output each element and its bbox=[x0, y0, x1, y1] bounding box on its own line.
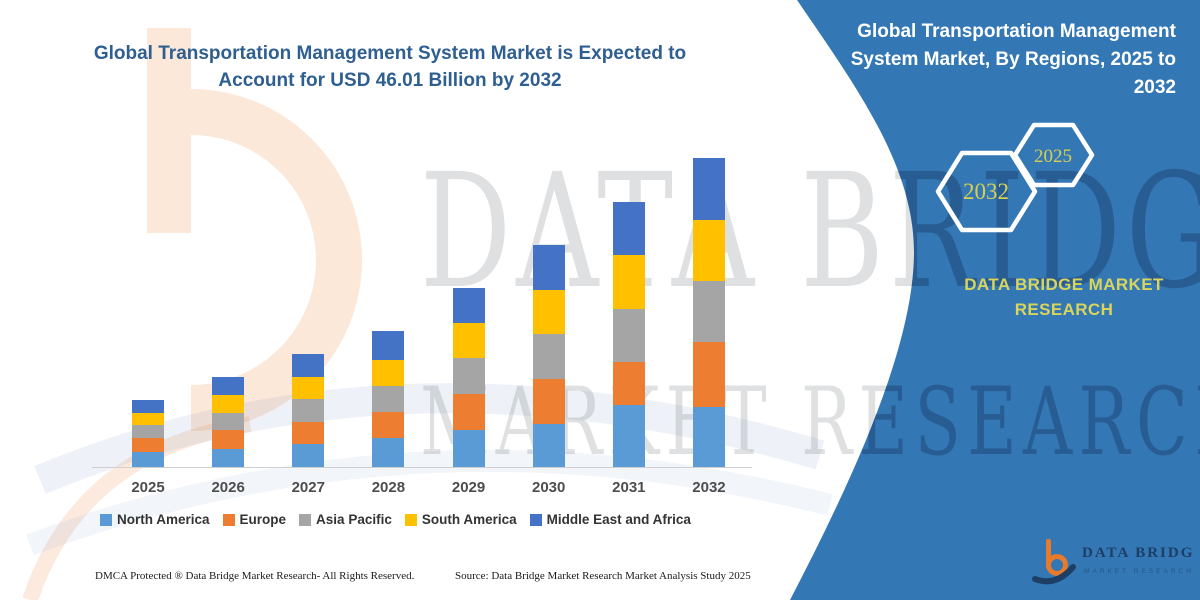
segment-2028-south-america bbox=[372, 359, 405, 386]
segment-2030-south-america bbox=[532, 289, 565, 334]
segment-2028-north-america bbox=[372, 438, 405, 467]
segment-2030-asia-pacific bbox=[532, 334, 565, 379]
segment-2029-middle-east-and-africa bbox=[452, 288, 485, 324]
segment-2026-asia-pacific bbox=[212, 413, 245, 431]
x-axis-label-2031: 2031 bbox=[612, 479, 646, 496]
legend-label: Europe bbox=[239, 512, 287, 527]
bar-2025 bbox=[132, 399, 164, 467]
segment-2028-europe bbox=[372, 411, 405, 439]
bar-2029 bbox=[452, 288, 485, 467]
chart-headline: Global Transportation Management System … bbox=[93, 43, 687, 91]
corner-logo-subtitle: MARKET RESEARCH bbox=[1084, 568, 1194, 575]
segment-2031-europe bbox=[612, 362, 645, 406]
bar-2030 bbox=[532, 244, 565, 467]
segment-2032-south-america bbox=[692, 219, 725, 282]
legend-label: Middle East and Africa bbox=[546, 512, 691, 527]
segment-2027-asia-pacific bbox=[292, 399, 325, 423]
corner-logo: DATA BRIDGE MARKET RESEARCH bbox=[1030, 533, 1195, 595]
segment-2031-south-america bbox=[612, 255, 645, 309]
segment-2025-middle-east-and-africa bbox=[132, 399, 164, 413]
corner-logo-b-bowl bbox=[1049, 557, 1066, 574]
corner-logo-name: DATA BRIDGE bbox=[1082, 545, 1195, 561]
segment-2031-north-america bbox=[612, 405, 645, 467]
segment-2029-south-america bbox=[452, 323, 485, 358]
legend-label: South America bbox=[421, 512, 517, 527]
legend-swatch-icon bbox=[404, 513, 417, 526]
legend-swatch-icon bbox=[100, 513, 112, 526]
segment-2025-north-america bbox=[132, 452, 164, 467]
legend-label: North America bbox=[117, 512, 210, 527]
hexagon-2032 bbox=[938, 153, 1035, 230]
bar-2032 bbox=[692, 158, 725, 467]
segment-2029-north-america bbox=[452, 430, 485, 467]
legend-swatch-icon bbox=[299, 513, 312, 526]
bar-2026 bbox=[212, 377, 245, 467]
brand-wordmark: DATA BRIDGE MARKET RESEARCH bbox=[964, 275, 1164, 319]
segment-2026-middle-east-and-africa bbox=[212, 377, 245, 396]
hexagon-2032-label: 2032 bbox=[963, 179, 1009, 204]
x-axis-label-2025: 2025 bbox=[131, 479, 165, 496]
x-axis-label-2026: 2026 bbox=[211, 479, 245, 496]
chart-legend: North America Europe Asia Pacific South Ame… bbox=[100, 512, 691, 527]
corner-logo-swoosh bbox=[1035, 567, 1073, 581]
year-hexagons: 2032 2025 bbox=[930, 118, 1110, 243]
segment-2027-europe bbox=[292, 422, 325, 445]
panel-title: Global Transportation Management System … bbox=[850, 21, 1176, 98]
legend-swatch-icon bbox=[529, 513, 542, 526]
segment-2027-south-america bbox=[292, 377, 325, 400]
segment-2028-asia-pacific bbox=[372, 385, 405, 412]
segment-2027-north-america bbox=[292, 444, 325, 467]
x-axis-label-2032: 2032 bbox=[692, 479, 726, 496]
segment-2032-north-america bbox=[692, 407, 725, 467]
segment-2029-europe bbox=[452, 393, 485, 431]
x-axis-label-2028: 2028 bbox=[371, 479, 406, 496]
bar-2028 bbox=[372, 331, 405, 467]
segment-2025-south-america bbox=[132, 412, 164, 426]
legend-swatch-icon bbox=[222, 513, 235, 526]
legend-item-middle-east-and-africa: Middle East and Africa bbox=[529, 512, 691, 527]
legend-item-north-america: North America bbox=[100, 512, 210, 527]
hexagon-2025-label: 2025 bbox=[1034, 146, 1072, 167]
segment-2027-middle-east-and-africa bbox=[292, 354, 325, 378]
segment-2026-north-america bbox=[212, 448, 245, 467]
x-axis-label-2030: 2030 bbox=[532, 479, 566, 496]
x-axis-line bbox=[92, 467, 752, 468]
segment-2030-middle-east-and-africa bbox=[532, 244, 565, 290]
x-axis-label-2029: 2029 bbox=[451, 479, 486, 496]
bar-2027 bbox=[292, 354, 325, 467]
source-note: Source: Data Bridge Market Research Mark… bbox=[455, 570, 751, 582]
segment-2032-europe bbox=[692, 342, 725, 408]
legend-item-south-america: South America bbox=[404, 512, 517, 527]
bar-2031 bbox=[612, 201, 645, 467]
segment-2031-middle-east-and-africa bbox=[612, 201, 645, 256]
segment-2025-europe bbox=[132, 438, 164, 453]
legend-item-europe: Europe bbox=[222, 512, 287, 527]
legend-item-asia-pacific: Asia Pacific bbox=[299, 512, 392, 527]
segment-2028-middle-east-and-africa bbox=[372, 331, 405, 360]
segment-2030-north-america bbox=[532, 424, 565, 467]
segment-2030-europe bbox=[532, 379, 565, 424]
x-axis-label-2027: 2027 bbox=[291, 479, 325, 496]
segment-2032-asia-pacific bbox=[692, 281, 725, 343]
hexagon-2025 bbox=[1015, 125, 1092, 185]
segment-2025-asia-pacific bbox=[132, 425, 164, 439]
segment-2026-europe bbox=[212, 430, 245, 449]
segment-2029-asia-pacific bbox=[452, 357, 485, 394]
segment-2031-asia-pacific bbox=[612, 308, 645, 363]
legend-label: Asia Pacific bbox=[316, 512, 392, 527]
segment-2032-middle-east-and-africa bbox=[692, 158, 725, 220]
segment-2026-south-america bbox=[212, 395, 245, 414]
dmca-notice: DMCA Protected ® Data Bridge Market Rese… bbox=[95, 570, 415, 582]
